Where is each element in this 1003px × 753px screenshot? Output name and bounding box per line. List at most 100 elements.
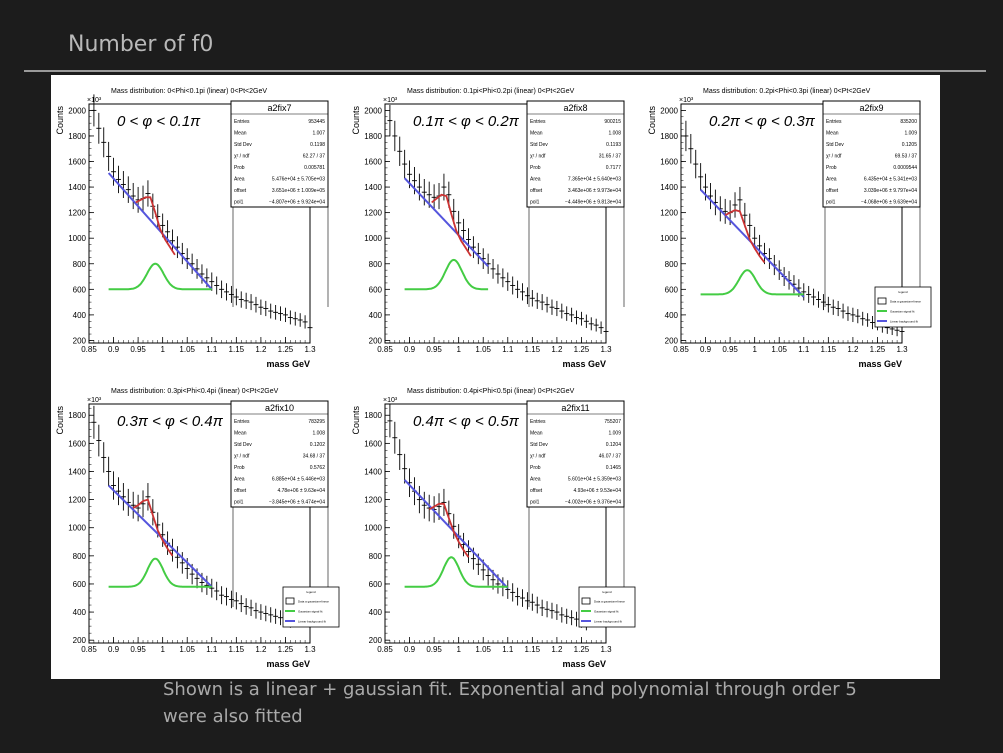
stats-value: 7.365e+04 ± 5.640e+03 [568,177,621,183]
y-axis-title: Counts [351,106,361,135]
stats-label: Entries [530,419,546,425]
stats-box-title: a2fix7 [267,103,291,113]
x-tick-label: 0.9 [108,345,120,354]
legend-title: legend [306,590,315,594]
y-axis-title: Counts [55,106,65,135]
x-tick-label: 0.95 [130,345,146,354]
x-tick-label: 1.2 [847,345,859,354]
legend-entry: Gaussian signal fit [594,610,619,614]
x-tick-label: 1.25 [278,645,294,654]
x-tick-label: 0.85 [81,645,97,654]
x-tick-label: 0.85 [673,345,689,354]
plot-frame [680,103,903,344]
stats-label: offset [530,488,543,494]
stats-value: −4.068e+06 ± 9.639e+04 [861,200,917,206]
y-tick-label: 800 [73,552,87,561]
gaussian-curve [700,269,804,296]
y-tick-label: 2000 [660,106,678,115]
y-tick-label: 600 [665,285,679,294]
x-tick-label: 1.15 [525,345,541,354]
stats-label: Entries [234,419,250,425]
y-tick-label: 1400 [364,467,382,476]
x-tick-label: 1.15 [525,645,541,654]
x-tick-label: 1.2 [551,345,563,354]
y-tick-label: 1400 [68,183,86,192]
stats-label: Prob [530,465,541,471]
gaussian-curve [108,262,212,291]
x-tick-label: 0.9 [108,645,120,654]
y-exponent-label: ×10³ [383,97,398,104]
y-tick-label: 200 [369,336,383,345]
figure-panel: Mass distribution: 0<Phi<0.1pi (linear) … [51,75,940,679]
y-tick-label: 600 [73,580,87,589]
stats-value: 1.008 [608,131,621,137]
stats-value: 0.1205 [902,142,918,148]
stats-value: 5.601e+04 ± 5.359e+03 [568,477,621,483]
stats-label: Std Dev [530,442,548,448]
stats-value: 34.68 / 37 [303,454,325,460]
y-tick-label: 600 [73,285,87,294]
stats-value: 5.476e+04 ± 5.705e+03 [272,177,325,183]
gaussian-curve [108,557,212,588]
stats-label: offset [530,188,543,194]
x-tick-label: 1.05 [475,645,491,654]
stats-box-title: a2fix8 [563,103,587,113]
x-tick-label: 0.9 [404,345,416,354]
chart-title: Mass distribution: 0.3pi<Phi<0.4pi (line… [111,388,279,395]
stats-value: 46.07 / 37 [599,454,621,460]
stats-label: Prob [234,465,245,471]
x-tick-label: 1.1 [206,345,218,354]
y-tick-label: 400 [73,311,87,320]
x-tick-label: 0.95 [426,345,442,354]
legend-entry: Linear background fit [890,320,918,324]
legend-entry: Data a gaussian+linear [298,600,329,604]
y-tick-label: 1200 [68,209,86,218]
legend-marker [877,297,887,305]
x-tick-label: 0.85 [81,345,97,354]
stats-value: 900215 [604,119,621,125]
x-tick-label: 1.3 [304,345,316,354]
y-tick-label: 400 [665,311,679,320]
y-tick-label: 2000 [364,106,382,115]
stats-label: Std Dev [234,142,252,148]
phi-range-annotation: 0.1π < φ < 0.2π [413,113,520,130]
x-tick-label: 1.3 [304,645,316,654]
chart-title: Mass distribution: 0<Phi<0.1pi (linear) … [111,88,267,95]
x-tick-label: 1.3 [600,645,612,654]
stats-label: pol1 [530,200,540,206]
stats-value: 0.1198 [310,142,325,148]
x-tick-label: 1 [160,345,165,354]
stats-label: χ² / ndf [234,454,250,460]
y-tick-label: 1200 [364,209,382,218]
legend-title: legend [898,290,907,294]
chart-panel: Mass distribution: 0.3pi<Phi<0.4pi (line… [55,388,340,669]
x-axis-title: mass GeV [562,659,606,669]
chart-title: Mass distribution: 0.1pi<Phi<0.2pi (line… [407,88,575,95]
plot-frame [384,103,607,344]
stats-label: pol1 [826,200,836,206]
stats-value: 0.1204 [606,442,622,448]
y-tick-label: 800 [369,260,383,269]
stats-value: 1.009 [608,431,621,437]
y-tick-label: 400 [73,608,87,617]
stats-value: 4.93e+06 ± 9.53e+04 [573,488,621,494]
x-tick-label: 1.1 [502,645,514,654]
x-axis-title: mass GeV [562,359,606,369]
x-tick-label: 1.25 [870,345,886,354]
phi-range-annotation: 0.3π < φ < 0.4π [117,413,224,430]
stats-value: 755207 [604,419,621,425]
stats-box [526,400,625,508]
y-exponent-label: ×10³ [383,397,398,404]
legend-box [282,586,340,628]
y-tick-label: 1800 [660,132,678,141]
x-axis-title: mass GeV [266,359,310,369]
y-exponent-label: ×10³ [679,97,694,104]
y-tick-label: 1600 [364,158,382,167]
x-tick-label: 1.1 [206,645,218,654]
stats-label: Area [234,477,245,483]
y-tick-label: 2000 [68,106,86,115]
y-tick-label: 1200 [660,209,678,218]
stats-value: 6.435e+04 ± 5.341e+03 [864,177,917,183]
legend-entry: Linear background fit [298,620,326,624]
stats-box [526,100,625,208]
